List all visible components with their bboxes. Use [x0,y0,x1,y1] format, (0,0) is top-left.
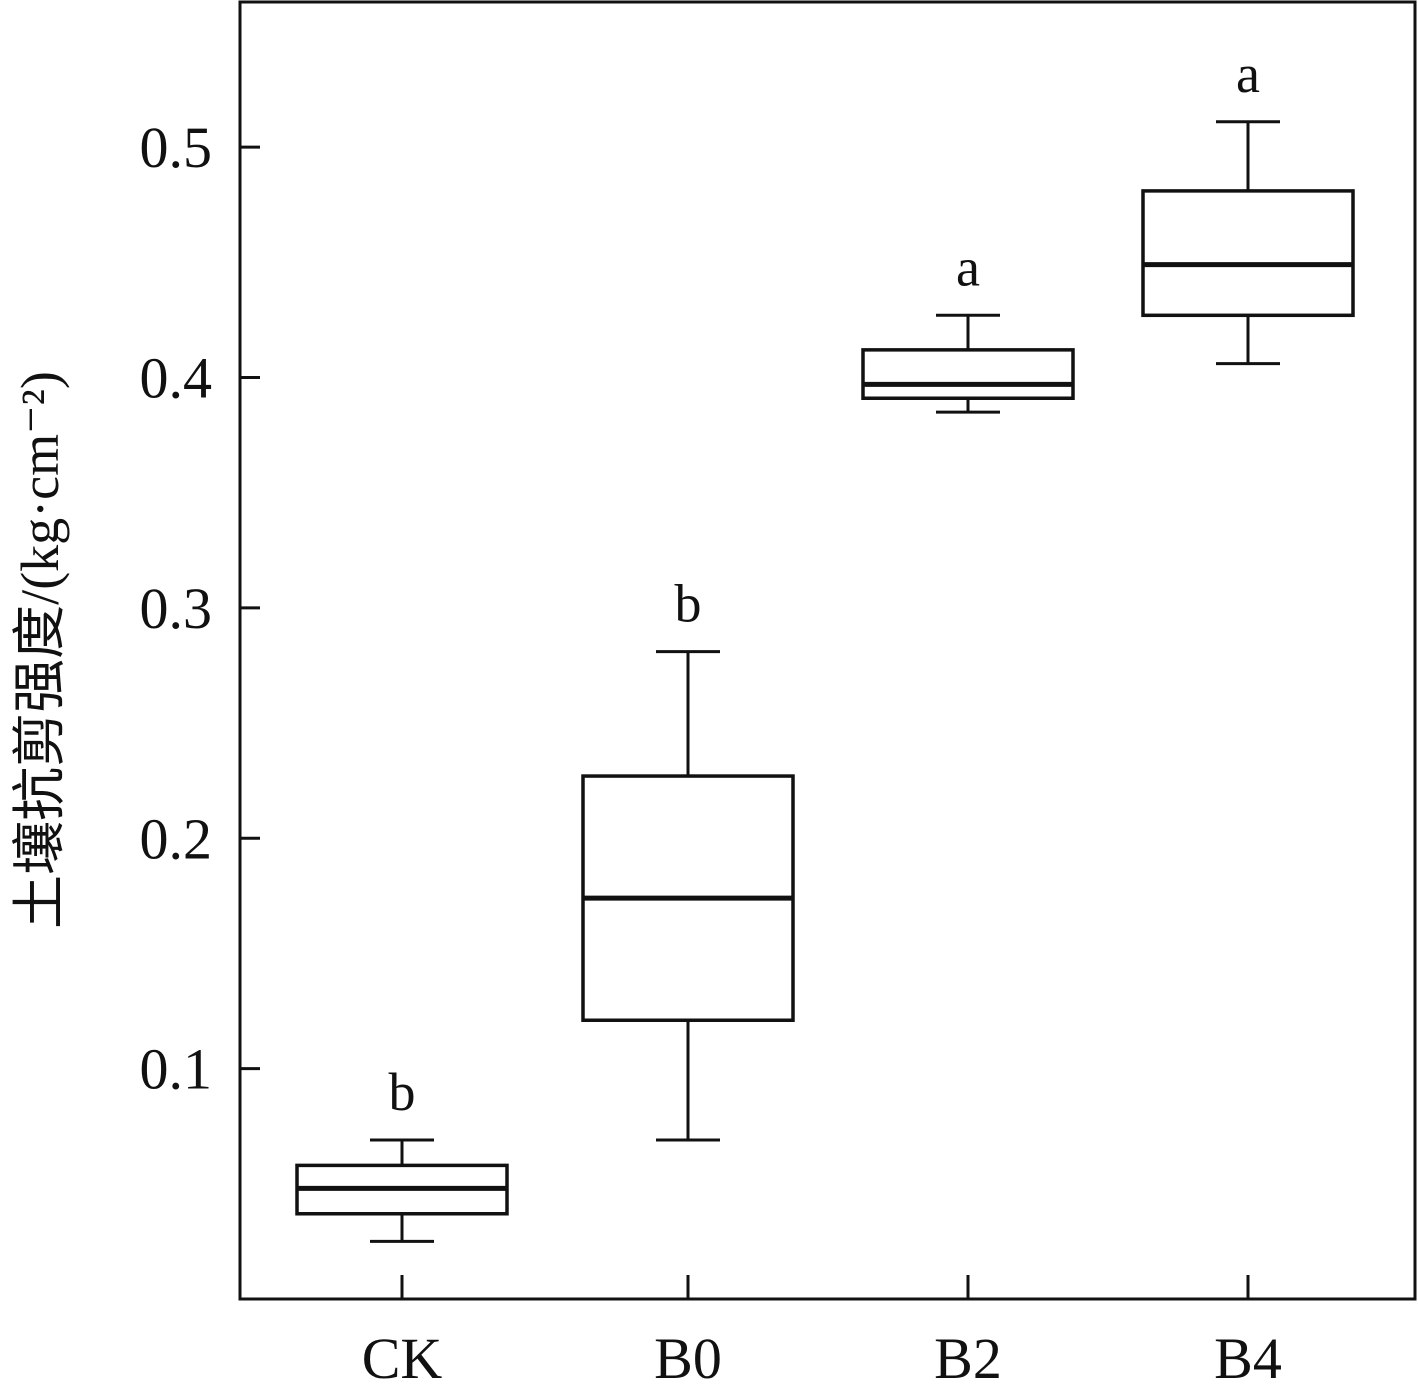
y-tick-label: 0.1 [140,1037,213,1102]
x-tick-label-b2: B2 [934,1326,1002,1388]
box-b0: b [581,574,795,1142]
plot-frame [238,0,1417,1301]
x-tick-label-ck: CK [362,1326,443,1388]
significance-label: b [675,574,702,634]
significance-label: a [956,237,980,297]
y-tick-label: 0.2 [140,806,213,871]
box-ck: b [295,1062,509,1243]
box-series: b b a a [295,44,1355,1243]
box-b4: a [1141,44,1355,366]
y-tick-label: 0.4 [140,346,213,411]
y-tick-label: 0.5 [140,115,213,180]
significance-label: b [389,1062,416,1122]
y-axis: 0.1 0.2 0.3 0.4 0.5 [140,115,260,1102]
interquartile-box [1141,189,1355,318]
significance-label: a [1236,44,1260,104]
x-tick-label-b0: B0 [654,1326,722,1388]
interquartile-box [861,348,1075,400]
x-tick-label-b4: B4 [1214,1326,1282,1388]
x-axis: CK B0 B2 B4 [362,1275,1282,1388]
y-tick-label: 0.3 [140,576,213,641]
y-axis-title: 土壤抗剪强度/(kg·cm⁻²) [10,371,70,929]
box-b2: a [861,237,1075,414]
